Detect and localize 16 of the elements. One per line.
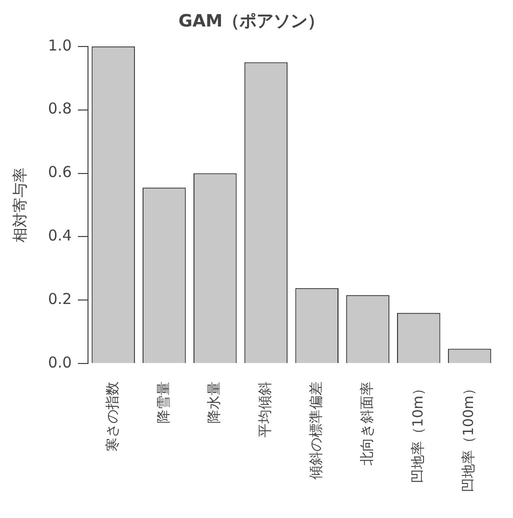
x-tick-label: 北向き斜面率 [359, 382, 376, 466]
y-tick-label: 0.6 [48, 163, 72, 182]
y-axis-title: 相対寄与率 [10, 168, 29, 243]
y-tick-label: 0.8 [48, 100, 72, 118]
y-tick-label: 0.0 [48, 354, 72, 372]
x-tick-label: 凹地率（10m） [410, 382, 426, 484]
x-tick-label: 凹地率（100m） [461, 382, 478, 492]
x-tick-label: 降雪量 [156, 382, 172, 424]
x-tick-label: 傾斜の標準偏差 [308, 382, 325, 480]
x-tick-label: 平均傾斜 [258, 382, 274, 438]
y-tick-label: 0.4 [48, 226, 72, 245]
chart-title: GAM（ポアソン） [178, 12, 325, 32]
y-tick-label: 0.2 [48, 290, 72, 308]
x-tick-label: 降水量 [206, 382, 223, 424]
x-tick-label: 寒さの指数 [104, 382, 121, 452]
y-tick-label: 1.0 [48, 36, 72, 54]
